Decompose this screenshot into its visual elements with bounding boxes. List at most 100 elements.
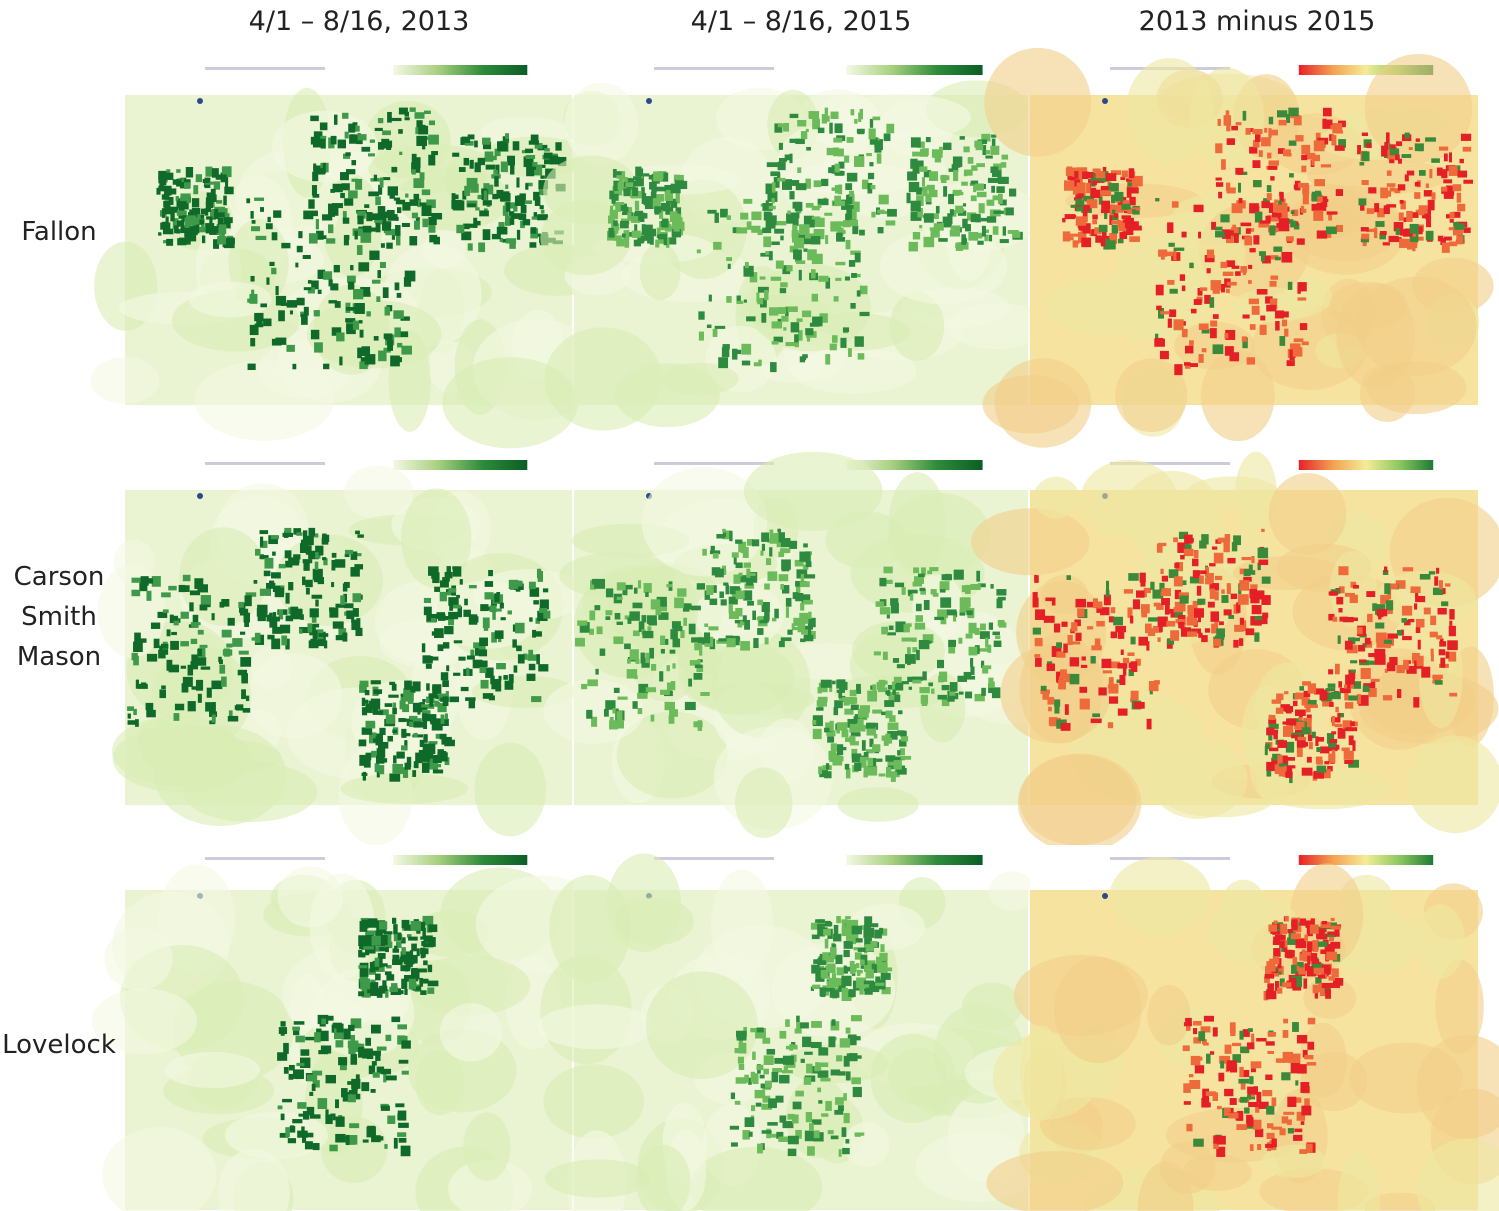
field: [767, 571, 777, 581]
field: [1450, 219, 1454, 223]
field: [1415, 143, 1424, 151]
field: [970, 584, 980, 590]
field: [191, 622, 201, 625]
field: [401, 331, 409, 337]
field: [918, 574, 925, 577]
field: [805, 1131, 814, 1142]
field: [1269, 203, 1273, 213]
field: [369, 251, 379, 260]
field: [1272, 212, 1282, 217]
field: [209, 217, 212, 225]
field: [645, 592, 649, 597]
field: [330, 283, 338, 290]
field: [1279, 941, 1285, 948]
terrain-patch: [1269, 473, 1346, 555]
field: [992, 632, 1000, 636]
field: [961, 234, 966, 245]
field: [794, 334, 799, 342]
field: [392, 684, 397, 691]
field: [1215, 591, 1219, 600]
field: [632, 231, 641, 238]
terrain-patch: [735, 767, 792, 837]
field: [1277, 203, 1288, 212]
field: [370, 968, 376, 972]
field: [1132, 226, 1142, 231]
field: [1457, 204, 1465, 212]
terrain-patch: [843, 1122, 889, 1167]
field: [254, 198, 264, 201]
field: [1081, 238, 1091, 248]
field: [1096, 621, 1105, 627]
field: [828, 1036, 835, 1047]
field: [886, 220, 896, 225]
field: [846, 929, 850, 933]
field: [1252, 129, 1262, 134]
field: [1301, 166, 1306, 173]
field: [988, 178, 998, 183]
field: [1173, 250, 1176, 260]
field: [838, 690, 842, 698]
field: [825, 988, 835, 992]
field: [426, 683, 430, 690]
field: [1118, 629, 1125, 639]
field: [1083, 205, 1090, 211]
field: [1309, 704, 1318, 707]
field: [1276, 708, 1284, 714]
field: [818, 1100, 822, 1103]
field: [543, 611, 550, 619]
field: [518, 654, 525, 663]
field: [492, 194, 498, 199]
field: [1170, 289, 1178, 294]
field: [857, 129, 865, 133]
terrain-patch: [1126, 58, 1214, 163]
field: [422, 699, 425, 702]
field: [857, 970, 863, 973]
field: [643, 173, 649, 176]
field: [182, 683, 189, 692]
field: [128, 714, 131, 719]
field: [797, 120, 806, 126]
field: [922, 697, 928, 706]
field: [726, 585, 730, 595]
field: [141, 682, 146, 688]
field: [166, 239, 173, 246]
field: [288, 1138, 296, 1143]
field: [1372, 603, 1377, 611]
field: [448, 588, 456, 592]
field: [1331, 692, 1341, 699]
field: [319, 550, 323, 555]
field: [500, 603, 504, 609]
field: [759, 620, 767, 623]
field: [1117, 220, 1120, 228]
field: [371, 751, 377, 756]
field: [1426, 231, 1434, 241]
field: [1061, 622, 1067, 627]
field: [525, 149, 533, 153]
field: [428, 135, 439, 145]
field: [1156, 285, 1164, 296]
field: [350, 265, 353, 270]
field: [1119, 232, 1127, 239]
field: [1232, 1043, 1241, 1046]
field: [1266, 1106, 1274, 1115]
field: [267, 635, 274, 640]
field: [744, 1075, 748, 1083]
field: [1424, 190, 1432, 196]
field: [342, 633, 347, 642]
field: [893, 658, 899, 663]
field: [455, 200, 464, 210]
field: [169, 665, 179, 673]
field: [668, 237, 676, 244]
field: [846, 768, 850, 778]
field: [1098, 687, 1106, 695]
field: [913, 567, 919, 573]
field: [1066, 575, 1071, 580]
field: [361, 1082, 369, 1091]
field: [881, 627, 888, 635]
field: [398, 129, 403, 134]
field: [610, 210, 618, 219]
field: [362, 1048, 373, 1058]
field: [660, 690, 670, 695]
field: [379, 921, 387, 929]
field: [762, 1038, 770, 1044]
